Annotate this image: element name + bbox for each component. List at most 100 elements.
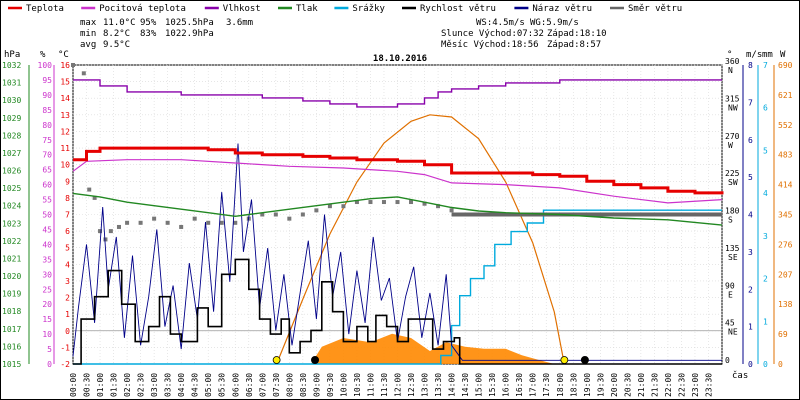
x-tick-label: 15:30: [488, 373, 497, 397]
tick-w: 552: [778, 121, 793, 130]
x-tick-label: 09:00: [312, 373, 321, 397]
tick-hpa: 1024: [2, 202, 21, 211]
tick-ms: 8: [748, 61, 753, 70]
x-tick-label: 11:30: [380, 373, 389, 397]
x-tick-label: 02:00: [123, 373, 132, 397]
tick-direction-cardinal: NE: [728, 328, 738, 337]
tick-ms: 3: [748, 248, 753, 257]
tick-percent: 90: [42, 91, 52, 100]
stats-row-label: avg: [80, 40, 96, 50]
tick-mm: 6: [763, 104, 768, 113]
x-tick-label: 22:00: [664, 373, 673, 397]
x-tick-label: 20:00: [610, 373, 619, 397]
tick-ms: 2: [748, 285, 753, 294]
x-tick-label: 01:30: [110, 373, 119, 397]
tick-mm: 2: [763, 275, 768, 284]
tick-hpa: 1028: [2, 131, 21, 140]
wind-direction-point: [436, 204, 441, 209]
tick-w: 414: [778, 181, 793, 190]
tick-celsius: 2: [65, 294, 70, 303]
stats-temp: 9.5°C: [103, 40, 130, 50]
tick-mm: 4: [763, 189, 768, 198]
wind-gust-series: [72, 143, 722, 361]
x-tick-label: 12:00: [394, 373, 403, 397]
x-tick-label: 05:30: [218, 373, 227, 397]
info-sunrise: Slunce Východ:07:32: [441, 29, 544, 39]
tick-percent: 80: [42, 121, 52, 130]
tick-celsius: 10: [60, 161, 70, 170]
tick-mm: 0: [763, 360, 768, 369]
tick-direction-cardinal: E: [728, 290, 733, 299]
wind-direction-point: [152, 216, 157, 221]
wind-direction-point: [98, 229, 103, 234]
wind-direction-point: [381, 200, 386, 205]
legend-label: Rychlost větru: [420, 4, 496, 14]
tick-celsius: 0: [65, 327, 70, 336]
legend-label: Pocitová teplota: [99, 4, 186, 14]
sun-marker: [560, 356, 569, 364]
x-tick-label: 04:00: [177, 373, 186, 397]
wind-direction-point: [92, 195, 97, 200]
x-tick-label: 01:00: [96, 373, 105, 397]
sun-marker: [272, 356, 281, 364]
x-tick-label: 16:30: [515, 373, 524, 397]
axis-unit-mm: mm: [762, 50, 773, 60]
tick-hpa: 1022: [2, 237, 21, 246]
right-axes: ° m/s mm W360N315NW270W225SW180S135SE90E45N…: [725, 50, 793, 369]
wind-direction-point: [179, 224, 184, 229]
tick-hpa: 1017: [2, 325, 21, 334]
tick-direction-cardinal: W: [728, 141, 733, 150]
tick-hpa: 1023: [2, 219, 21, 228]
x-tick-label: 03:00: [150, 373, 159, 397]
x-tick-label: 12:30: [407, 373, 416, 397]
x-tick-label: 10:30: [353, 373, 362, 397]
tick-celsius: 1: [65, 310, 70, 319]
tick-direction: 180: [725, 207, 740, 216]
stats-temp: 8.2°C: [103, 29, 130, 39]
x-tick-label: 16:00: [502, 373, 511, 397]
legend-label: Vlhkost: [223, 4, 261, 14]
wind-direction-point: [87, 187, 92, 192]
wind-direction-point: [233, 220, 238, 225]
tick-w: 345: [778, 211, 793, 220]
info-wind-gust: WG:5.9m/s: [530, 18, 579, 28]
x-tick-label: 23:00: [691, 373, 700, 397]
tick-direction: 225: [725, 169, 740, 178]
wind-direction-point: [354, 200, 359, 205]
tick-percent: 65: [42, 166, 52, 175]
tick-celsius: 12: [60, 127, 70, 136]
stats-row-label: max: [80, 18, 97, 28]
tick-celsius: 6: [65, 227, 70, 236]
wind-direction-point: [165, 220, 170, 225]
tick-celsius: -2: [60, 360, 70, 369]
legend-label: Směr větru: [628, 4, 682, 14]
wind-direction-point: [108, 229, 113, 234]
x-tick-label: 04:30: [191, 373, 200, 397]
tick-celsius: 5: [65, 244, 70, 253]
tick-w: 483: [778, 151, 793, 160]
x-tick-label: 05:00: [204, 373, 213, 397]
wind-direction-point: [300, 212, 305, 217]
stats-rain: 3.6mm: [226, 18, 253, 28]
axis-unit-direction: °: [727, 50, 732, 60]
x-tick-label: 08:30: [299, 373, 308, 397]
tick-direction-cardinal: SE: [728, 253, 738, 262]
tick-w: 138: [778, 300, 793, 309]
tick-percent: 55: [42, 196, 52, 205]
tick-percent: 5: [47, 345, 52, 354]
stats-humidity: 95%: [140, 18, 157, 28]
wind-direction-point: [449, 208, 454, 213]
tick-celsius: 7: [65, 211, 70, 220]
wind-direction-point: [287, 216, 292, 221]
tick-ms: 7: [748, 98, 753, 107]
tick-percent: 15: [42, 315, 52, 324]
wind-direction-point: [219, 220, 224, 225]
axis-unit-ms: m/s: [746, 50, 762, 60]
wind-direction-point: [341, 204, 346, 209]
tick-celsius: 8: [65, 194, 70, 203]
x-tick-label: 23:30: [704, 373, 713, 397]
tick-hpa: 1021: [2, 254, 21, 263]
x-tick-label: 14:00: [448, 373, 457, 397]
